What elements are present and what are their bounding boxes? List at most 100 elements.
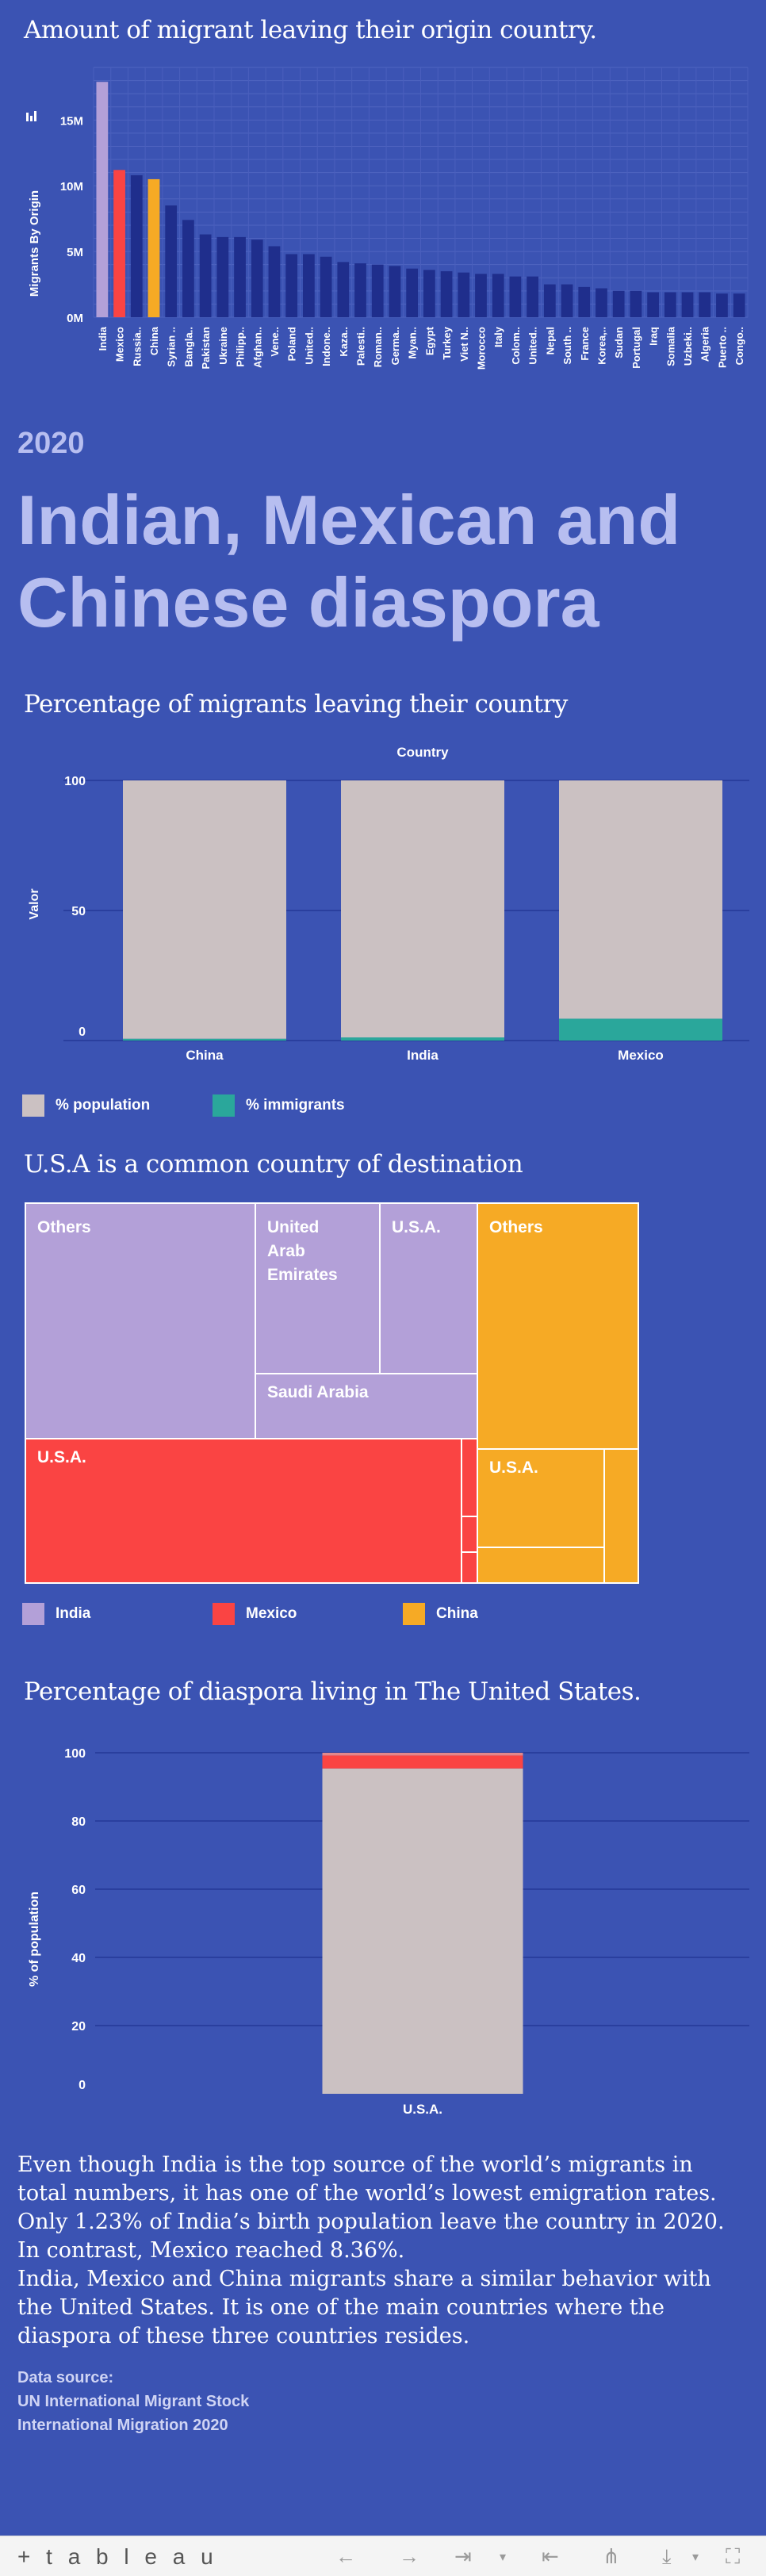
tableau-logo[interactable]: + t a b l e a u <box>17 2544 218 2569</box>
legend-label: % population <box>56 1097 151 1114</box>
treemap-india-saudi[interactable] <box>255 1373 478 1439</box>
treemap-label-mexico-usa: U.S.A. <box>37 1448 86 1466</box>
chart1-bar[interactable] <box>716 293 728 317</box>
chart1-bar[interactable] <box>475 274 487 317</box>
chart3-treemap[interactable]: Others United Arab Emirates U.S.A. Saudi… <box>0 1198 766 1594</box>
download-icon[interactable]: ⤓ <box>662 2544 672 2568</box>
chart1-bar[interactable] <box>320 256 332 317</box>
treemap-label-india-others: Others <box>37 1218 91 1236</box>
chart3-title: U.S.A is a common country of destination <box>24 1150 523 1179</box>
chart3-legend-india[interactable]: India <box>22 1603 90 1625</box>
chart4-svg[interactable]: % of population 0 20 40 60 80 100 U.S.A. <box>0 1729 766 2141</box>
chart3-legend-mexico[interactable]: Mexico <box>213 1603 297 1625</box>
chart2-bar-population[interactable] <box>123 780 286 1039</box>
chart1-bar[interactable] <box>612 290 625 317</box>
chart1-bar[interactable] <box>165 205 178 317</box>
chart1-xtick-label: Algeria <box>699 326 711 362</box>
revert-icon[interactable]: ⇥ <box>454 2544 472 2568</box>
chart2-header: Country <box>396 745 449 760</box>
chart1-bar[interactable] <box>664 292 676 318</box>
chart1-xtick-label: Afghan.. <box>251 327 263 368</box>
chart2-bar-immigrants[interactable] <box>559 1018 722 1041</box>
chart2-legend-population[interactable]: % population <box>22 1094 150 1117</box>
chart2-svg[interactable]: Country Valor 0 50 100 China India Mexico <box>0 730 766 1063</box>
treemap-mexico-usa[interactable] <box>25 1438 462 1584</box>
treemap-china-small-2[interactable] <box>477 1547 605 1584</box>
chart1-bar[interactable] <box>216 236 229 317</box>
chart2-legend-immigrants[interactable]: % immigrants <box>213 1094 345 1117</box>
chart1-xtick-label: South .. <box>561 327 573 365</box>
chart4-bar-segment[interactable] <box>322 1768 523 2094</box>
chart1-bar[interactable] <box>113 170 125 317</box>
chart2-bar-immigrants[interactable] <box>341 1037 504 1041</box>
chart1-bar[interactable] <box>527 276 538 317</box>
replay-icon[interactable]: ⇤ <box>542 2544 559 2568</box>
chart1-bar[interactable] <box>509 276 522 317</box>
chart1-bar[interactable] <box>285 254 298 317</box>
chart1-bar[interactable] <box>199 234 212 317</box>
treemap-china-usa[interactable] <box>477 1448 605 1548</box>
chart1-bar[interactable] <box>234 236 246 317</box>
chart1-bar[interactable] <box>130 174 143 317</box>
treemap-india-usa[interactable] <box>379 1202 478 1374</box>
fullscreen-icon[interactable]: ⛶ <box>726 2544 741 2568</box>
treemap-mexico-small-2[interactable] <box>461 1516 478 1553</box>
chart4-bar-segment[interactable] <box>322 1753 523 1756</box>
chart1-bar[interactable] <box>182 220 194 317</box>
chart1-bar[interactable] <box>354 263 366 317</box>
chart4-title: Percentage of diaspora living in The Uni… <box>24 1677 642 1706</box>
chart1-bar[interactable] <box>96 82 109 317</box>
chart2-bar-immigrants[interactable] <box>123 1038 286 1041</box>
chart2-bar-population[interactable] <box>341 780 504 1038</box>
chart2-xtick-label: China <box>186 1048 224 1063</box>
chart1-xtick-label: Russia.. <box>131 327 143 366</box>
chart1-bar[interactable] <box>681 292 694 318</box>
chart1-bar[interactable] <box>440 270 453 317</box>
legend-label: % immigrants <box>246 1097 345 1114</box>
chart1-bar[interactable] <box>578 286 591 317</box>
treemap-mexico-small-1[interactable] <box>461 1438 478 1517</box>
chart1-bar[interactable] <box>423 270 435 317</box>
chart1-xtick-label: Kaza.. <box>338 327 350 357</box>
chart1-bar[interactable] <box>733 293 745 317</box>
chart1-xtick-label: Germa.. <box>389 327 401 365</box>
chart1-xtick-label: Mexico <box>114 327 126 362</box>
chart1-bar[interactable] <box>647 292 659 318</box>
treemap-china-others[interactable] <box>477 1202 639 1450</box>
chart2-bar-population[interactable] <box>559 780 722 1019</box>
chart1-bar[interactable] <box>630 290 642 317</box>
share-icon[interactable]: ⋔ <box>603 2544 620 2568</box>
chart1-bar[interactable] <box>458 272 470 317</box>
chart1-bar[interactable] <box>492 274 504 317</box>
chart1-bar[interactable] <box>251 240 263 317</box>
chart1-bar[interactable] <box>389 266 401 317</box>
redo-icon[interactable]: → <box>399 2544 419 2568</box>
chart1-ytick-icon[interactable] <box>26 111 36 121</box>
treemap-label-india-usa: U.S.A. <box>392 1218 441 1236</box>
chart4-bar-segment[interactable] <box>322 1755 523 1769</box>
chart1-bar[interactable] <box>371 264 384 317</box>
treemap-label-india-uae-3: Emirates <box>267 1266 338 1284</box>
chart1-bar[interactable] <box>147 178 160 317</box>
chart1-bar[interactable] <box>337 262 350 317</box>
chart1-bar[interactable] <box>303 254 315 317</box>
chart1-xtick-label: Syrian .. <box>166 327 178 367</box>
chart1-svg[interactable]: Migrants By Origin 0M 5M 10M 15M India Mexic… <box>0 59 766 432</box>
treemap-india-others[interactable] <box>25 1202 256 1439</box>
chart1-xtick-label: Myan.. <box>407 327 419 358</box>
chart1-bar[interactable] <box>596 288 607 317</box>
treemap-china-small-1[interactable] <box>603 1448 639 1584</box>
treemap-mexico-small-3[interactable] <box>461 1551 478 1584</box>
chart1-bar[interactable] <box>561 284 573 317</box>
download-dropdown-icon[interactable]: ▾ <box>692 2551 699 2564</box>
chart1-xtick-label: China <box>148 326 160 355</box>
chart1-xtick-label: United.. <box>527 327 539 365</box>
chart1-bar[interactable] <box>406 268 419 317</box>
undo-icon[interactable]: ← <box>335 2544 356 2568</box>
chart1-bar[interactable] <box>268 246 281 317</box>
revert-dropdown-icon[interactable]: ▾ <box>500 2551 507 2564</box>
chart3-legend-china[interactable]: China <box>403 1603 478 1625</box>
treemap-india-uae[interactable] <box>255 1202 381 1374</box>
chart1-bar[interactable] <box>543 284 556 317</box>
chart1-bar[interactable] <box>699 292 711 318</box>
